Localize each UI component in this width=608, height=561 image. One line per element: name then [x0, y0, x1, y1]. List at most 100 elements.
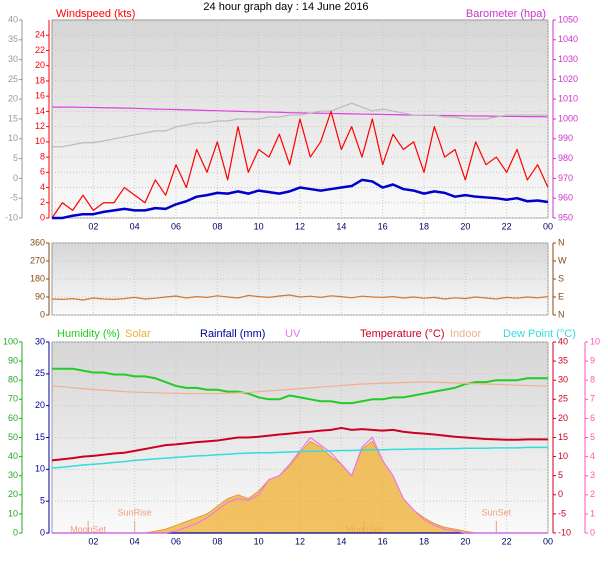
chart-title: 24 hour graph day : 14 June 2016 [203, 1, 368, 13]
y-tick-label: 180 [30, 273, 45, 283]
y-tick-label: 15 [35, 432, 45, 442]
x-tick-label: 20 [460, 221, 470, 231]
y-tick-label: 4 [590, 451, 595, 461]
y-tick-label: 70 [8, 394, 18, 404]
line [52, 102, 548, 148]
y-tick-label: 25 [558, 394, 568, 404]
x-tick-label: 16 [378, 536, 388, 546]
x-tick-label: 04 [130, 221, 140, 231]
y-tick-label: 10 [8, 133, 18, 143]
annotation: SunRise [118, 507, 152, 517]
y-tick-label: 1010 [558, 94, 578, 104]
x-tick-label: 10 [254, 536, 264, 546]
y-tick-label: 0 [13, 527, 18, 537]
x-tick-label: 10 [254, 221, 264, 231]
y-tick-label: 20 [8, 489, 18, 499]
x-tick-label: 14 [336, 221, 346, 231]
y-tick-label: 90 [8, 355, 18, 365]
y-tick-label: 5 [590, 432, 595, 442]
y-tick-label: 35 [8, 34, 18, 44]
y-tick-label: W [558, 255, 567, 265]
x-tick-label: 12 [295, 221, 305, 231]
y-tick-label: 20 [35, 60, 45, 70]
y-tick-label: 30 [558, 375, 568, 385]
y-tick-label: 1 [590, 508, 595, 518]
y-tick-label: 1030 [558, 54, 578, 64]
y-tick-label: 10 [35, 464, 45, 474]
y-tick-label: 0 [590, 527, 595, 537]
x-tick-label: 20 [460, 536, 470, 546]
y-tick-label: 90 [35, 291, 45, 301]
line [52, 178, 549, 220]
y-tick-label: 5 [13, 153, 18, 163]
line [52, 436, 548, 534]
line [51, 381, 549, 395]
annotation: MoonSet [70, 524, 107, 534]
x-tick-label: 14 [336, 536, 346, 546]
y-tick-label: 1050 [558, 14, 578, 24]
legend-entry: Temperature (°C) [360, 328, 444, 340]
y-tick-label: 22 [35, 45, 45, 55]
y-tick-label: 2 [40, 197, 45, 207]
y-tick-label: 5 [558, 470, 563, 480]
y-tick-label: 30 [8, 54, 18, 64]
y-tick-label: 60 [8, 413, 18, 423]
legend-entry: Dew Point (°C) [503, 328, 576, 340]
x-tick-label: 06 [171, 536, 181, 546]
line [52, 106, 549, 118]
y-tick-label: S [558, 273, 564, 283]
line [52, 367, 548, 405]
y-tick-label: 20 [35, 400, 45, 410]
y-tick-label: 8 [590, 375, 595, 385]
y-tick-label: 0 [40, 527, 45, 537]
y-tick-label: 30 [35, 336, 45, 346]
y-tick-label: 1020 [558, 74, 578, 84]
y-tick-label: E [558, 291, 564, 301]
y-tick-label: 10 [8, 508, 18, 518]
line [51, 426, 548, 462]
y-tick-label: 24 [35, 30, 45, 40]
y-tick-label: -5 [558, 508, 566, 518]
x-tick-label: 06 [171, 221, 181, 231]
y-tick-label: 15 [8, 113, 18, 123]
y-tick-label: 0 [13, 173, 18, 183]
y-tick-label: 4 [40, 182, 45, 192]
y-tick-label: 0 [40, 309, 45, 319]
x-tick-label: 16 [378, 221, 388, 231]
x-tick-label: 18 [419, 536, 429, 546]
y-tick-label: 960 [558, 193, 573, 203]
y-tick-label: 5 [40, 496, 45, 506]
y-tick-label: 8 [40, 151, 45, 161]
y-tick-label: 0 [558, 489, 563, 499]
y-tick-label: 10 [590, 336, 600, 346]
y-tick-label: N [558, 309, 565, 319]
x-tick-label: 00 [543, 221, 553, 231]
y-tick-label: 12 [35, 121, 45, 131]
y-tick-label: N [558, 237, 565, 247]
y-tick-label: 7 [590, 394, 595, 404]
legend-entry: Rainfall (mm) [200, 328, 265, 340]
y-tick-label: 2 [590, 489, 595, 499]
y-tick-label: 15 [558, 432, 568, 442]
line [51, 294, 549, 301]
y-tick-label: 980 [558, 153, 573, 163]
y-tick-label: 0 [40, 212, 45, 222]
y-tick-label: 50 [8, 432, 18, 442]
y-tick-label: 950 [558, 212, 573, 222]
x-tick-label: 22 [502, 536, 512, 546]
y-tick-label: 6 [40, 167, 45, 177]
y-tick-label: -10 [5, 212, 18, 222]
legend-entry: Solar [125, 328, 151, 340]
x-tick-label: 12 [295, 536, 305, 546]
y-tick-label: 40 [8, 14, 18, 24]
y-tick-label: 360 [30, 237, 45, 247]
y-tick-label: -5 [10, 193, 18, 203]
legend-entry: UV [285, 328, 301, 340]
y-tick-label: 20 [8, 94, 18, 104]
x-tick-label: 18 [419, 221, 429, 231]
y-tick-label: 25 [35, 368, 45, 378]
y-tick-label: 9 [590, 355, 595, 365]
x-tick-label: 00 [543, 536, 553, 546]
y-tick-label: -10 [558, 527, 571, 537]
legend-entry: Humidity (%) [57, 328, 120, 340]
